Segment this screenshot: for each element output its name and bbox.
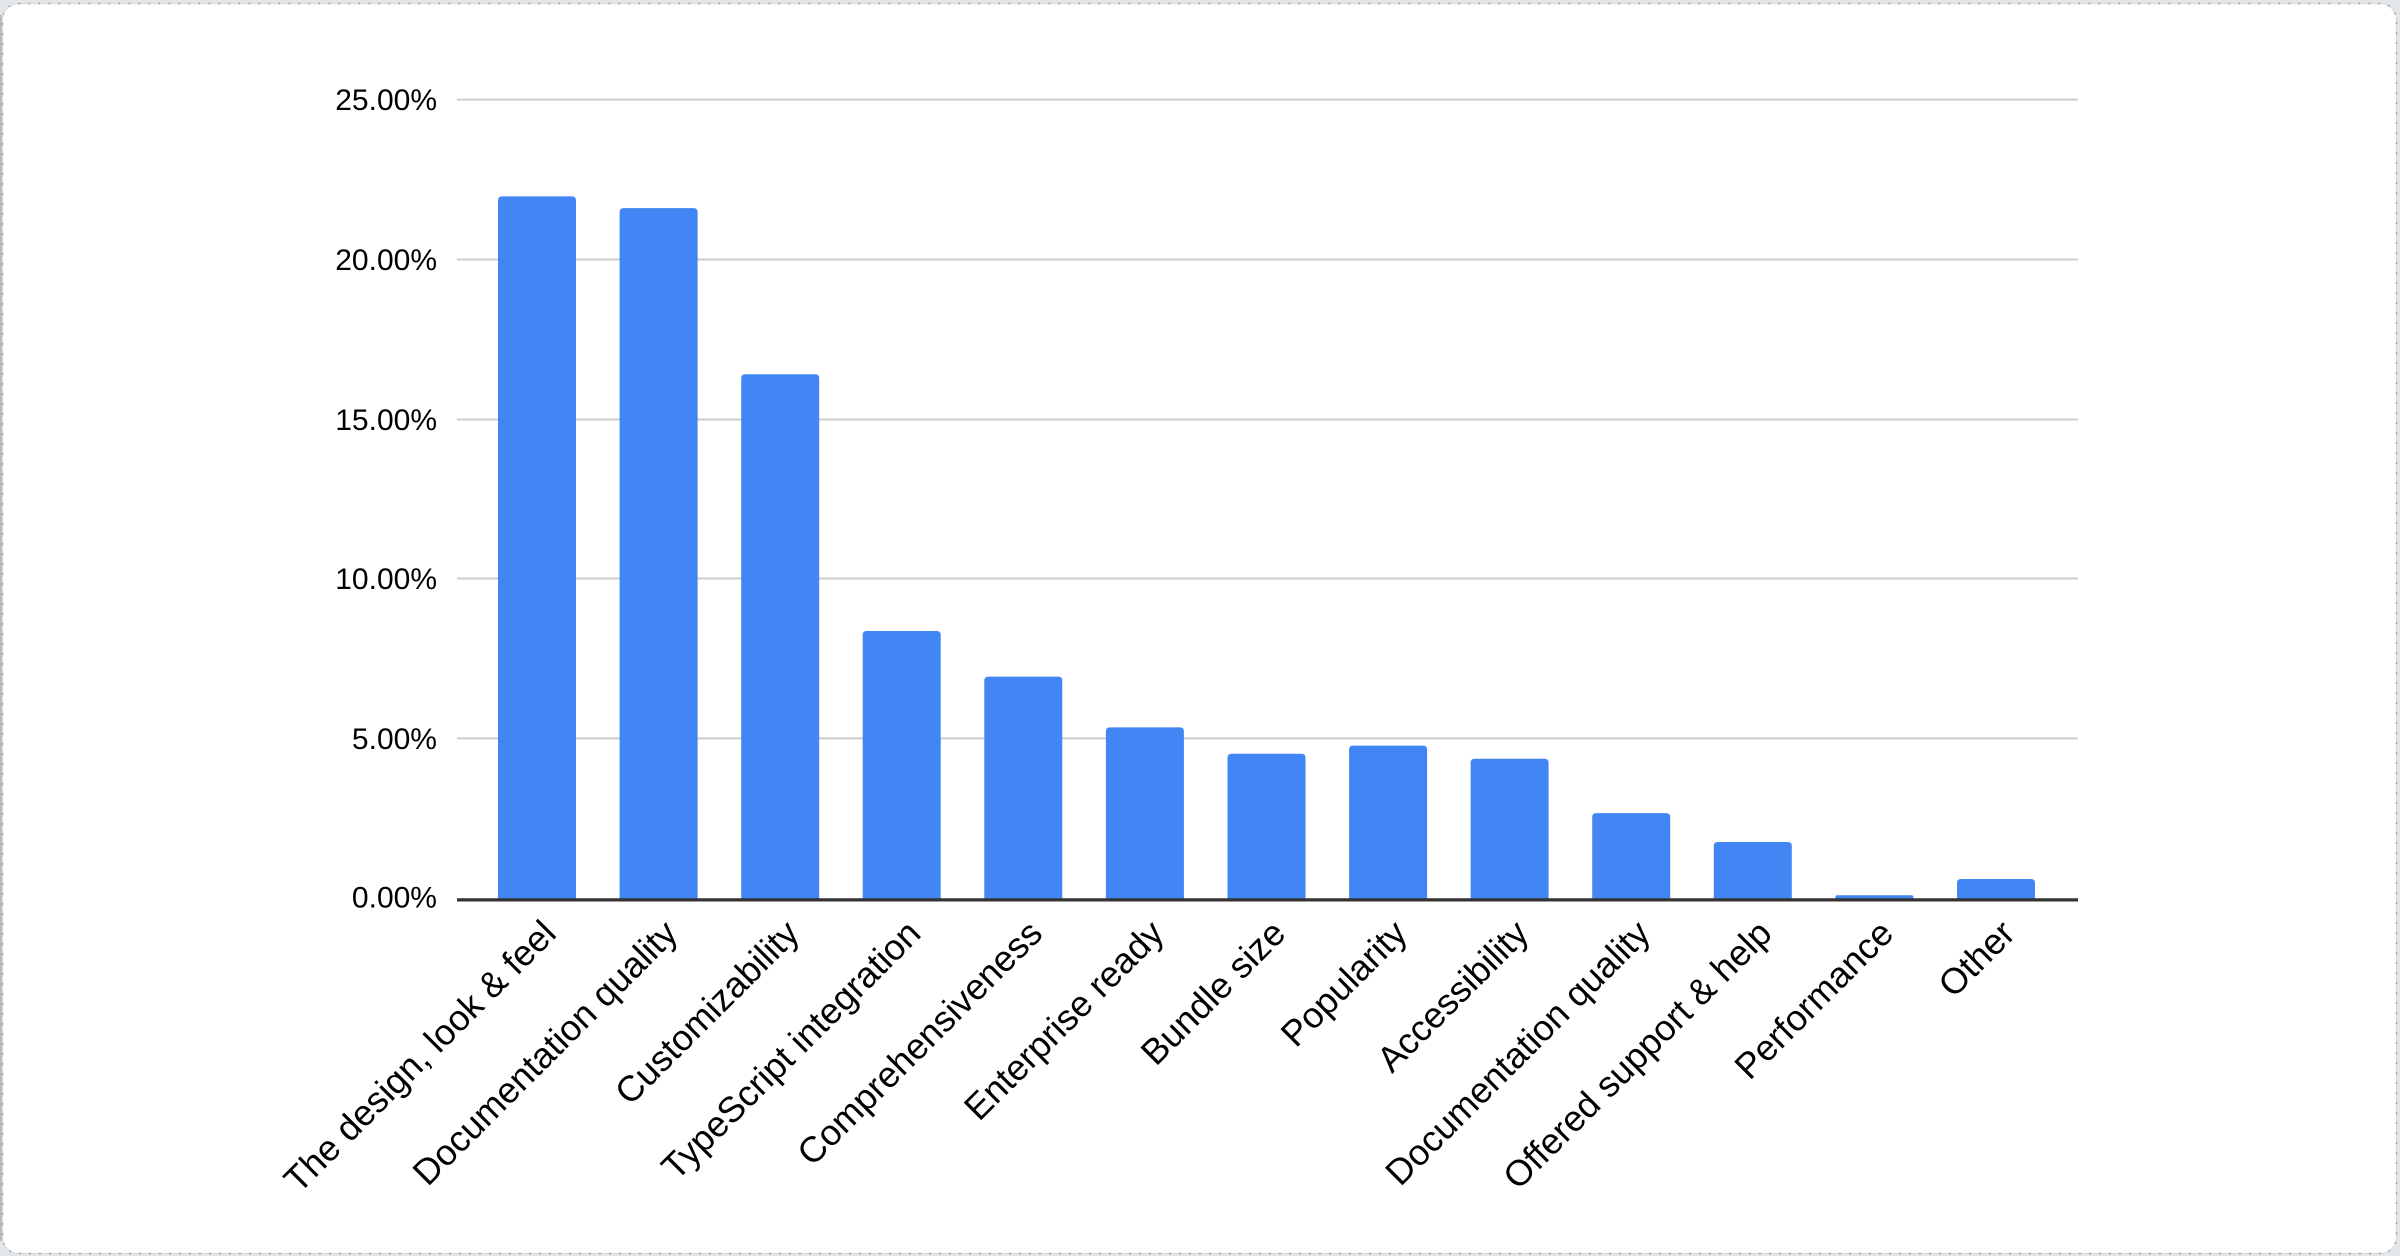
svg-text:15.00%: 15.00% xyxy=(335,404,437,437)
svg-text:10.00%: 10.00% xyxy=(335,563,437,596)
svg-text:0.00%: 0.00% xyxy=(352,882,437,915)
svg-text:25.00%: 25.00% xyxy=(335,84,437,117)
svg-text:5.00%: 5.00% xyxy=(352,723,437,756)
svg-text:20.00%: 20.00% xyxy=(335,244,437,277)
svg-text:Other: Other xyxy=(1930,912,2023,1005)
